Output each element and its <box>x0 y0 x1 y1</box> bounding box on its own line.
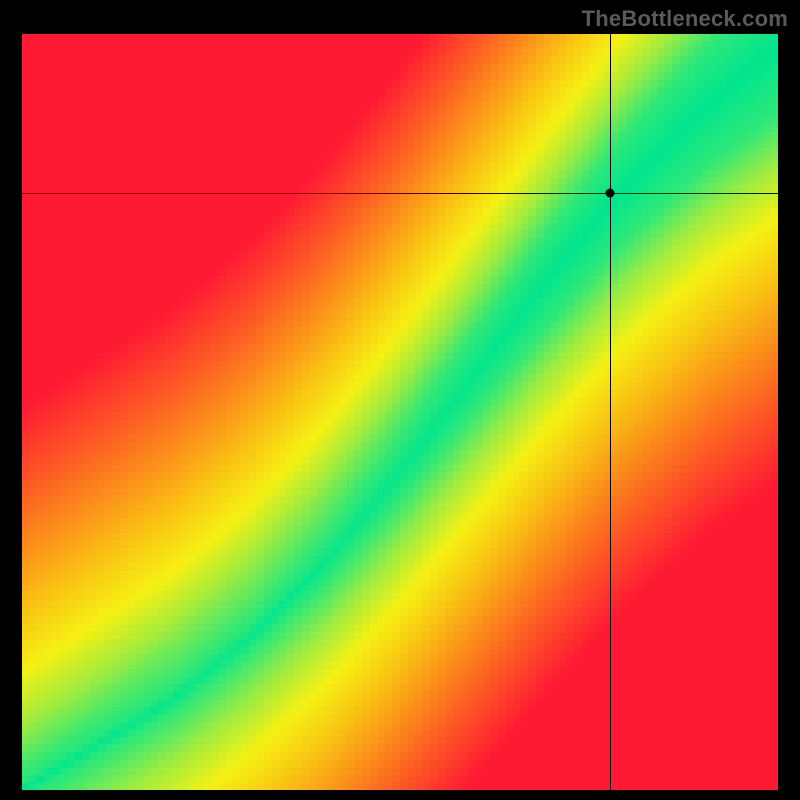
heatmap-canvas <box>22 34 778 790</box>
bottleneck-heatmap <box>22 34 778 790</box>
crosshair-vertical <box>610 34 611 790</box>
crosshair-horizontal <box>22 193 778 194</box>
data-point-marker <box>606 189 615 198</box>
watermark-text: TheBottleneck.com <box>582 6 788 32</box>
